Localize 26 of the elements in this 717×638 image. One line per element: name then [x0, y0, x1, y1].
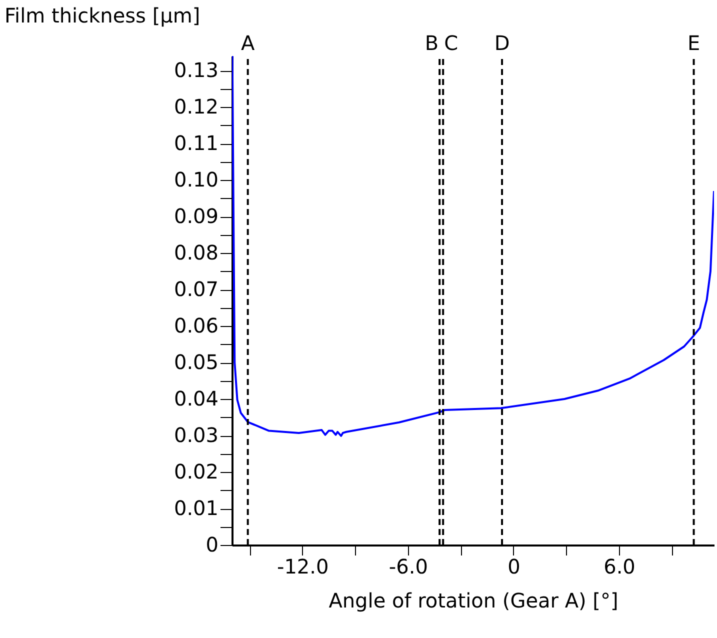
y-tick-label: 0.06: [174, 314, 218, 338]
y-tick-label: 0.11: [174, 131, 218, 156]
x-tick-label: -6.0: [388, 554, 428, 578]
x-tick-label: 0: [508, 554, 520, 578]
line-series: [232, 56, 714, 437]
y-tick-label: 0.09: [174, 204, 218, 228]
ref-line-label: A: [240, 31, 255, 55]
y-tick-label: 0.10: [174, 168, 218, 192]
y-tick-label: 0.08: [174, 240, 218, 265]
y-tick-label: 0.07: [174, 277, 218, 302]
x-axis-title: Angle of rotation (Gear A) [°]: [328, 588, 618, 612]
y-tick-label: 0.02: [174, 460, 218, 484]
y-tick-label: 0.01: [174, 496, 218, 520]
y-tick-label: 0.03: [174, 423, 218, 448]
ref-line-label: B: [424, 31, 439, 55]
y-tick-label: 0.13: [174, 58, 218, 82]
y-tick-label: 0: [206, 532, 218, 556]
y-axis-title: Film thickness [µm]: [4, 4, 200, 28]
y-tick-label: 0.12: [174, 94, 218, 119]
x-tick-label: -12.0: [276, 554, 329, 578]
y-tick-label: 0.05: [174, 350, 218, 374]
x-tick-label: 6.0: [604, 554, 636, 578]
y-tick-label: 0.04: [174, 386, 218, 411]
ref-line-label: E: [687, 31, 700, 55]
ref-line-label: C: [444, 31, 458, 55]
ref-line-label: D: [494, 31, 510, 55]
